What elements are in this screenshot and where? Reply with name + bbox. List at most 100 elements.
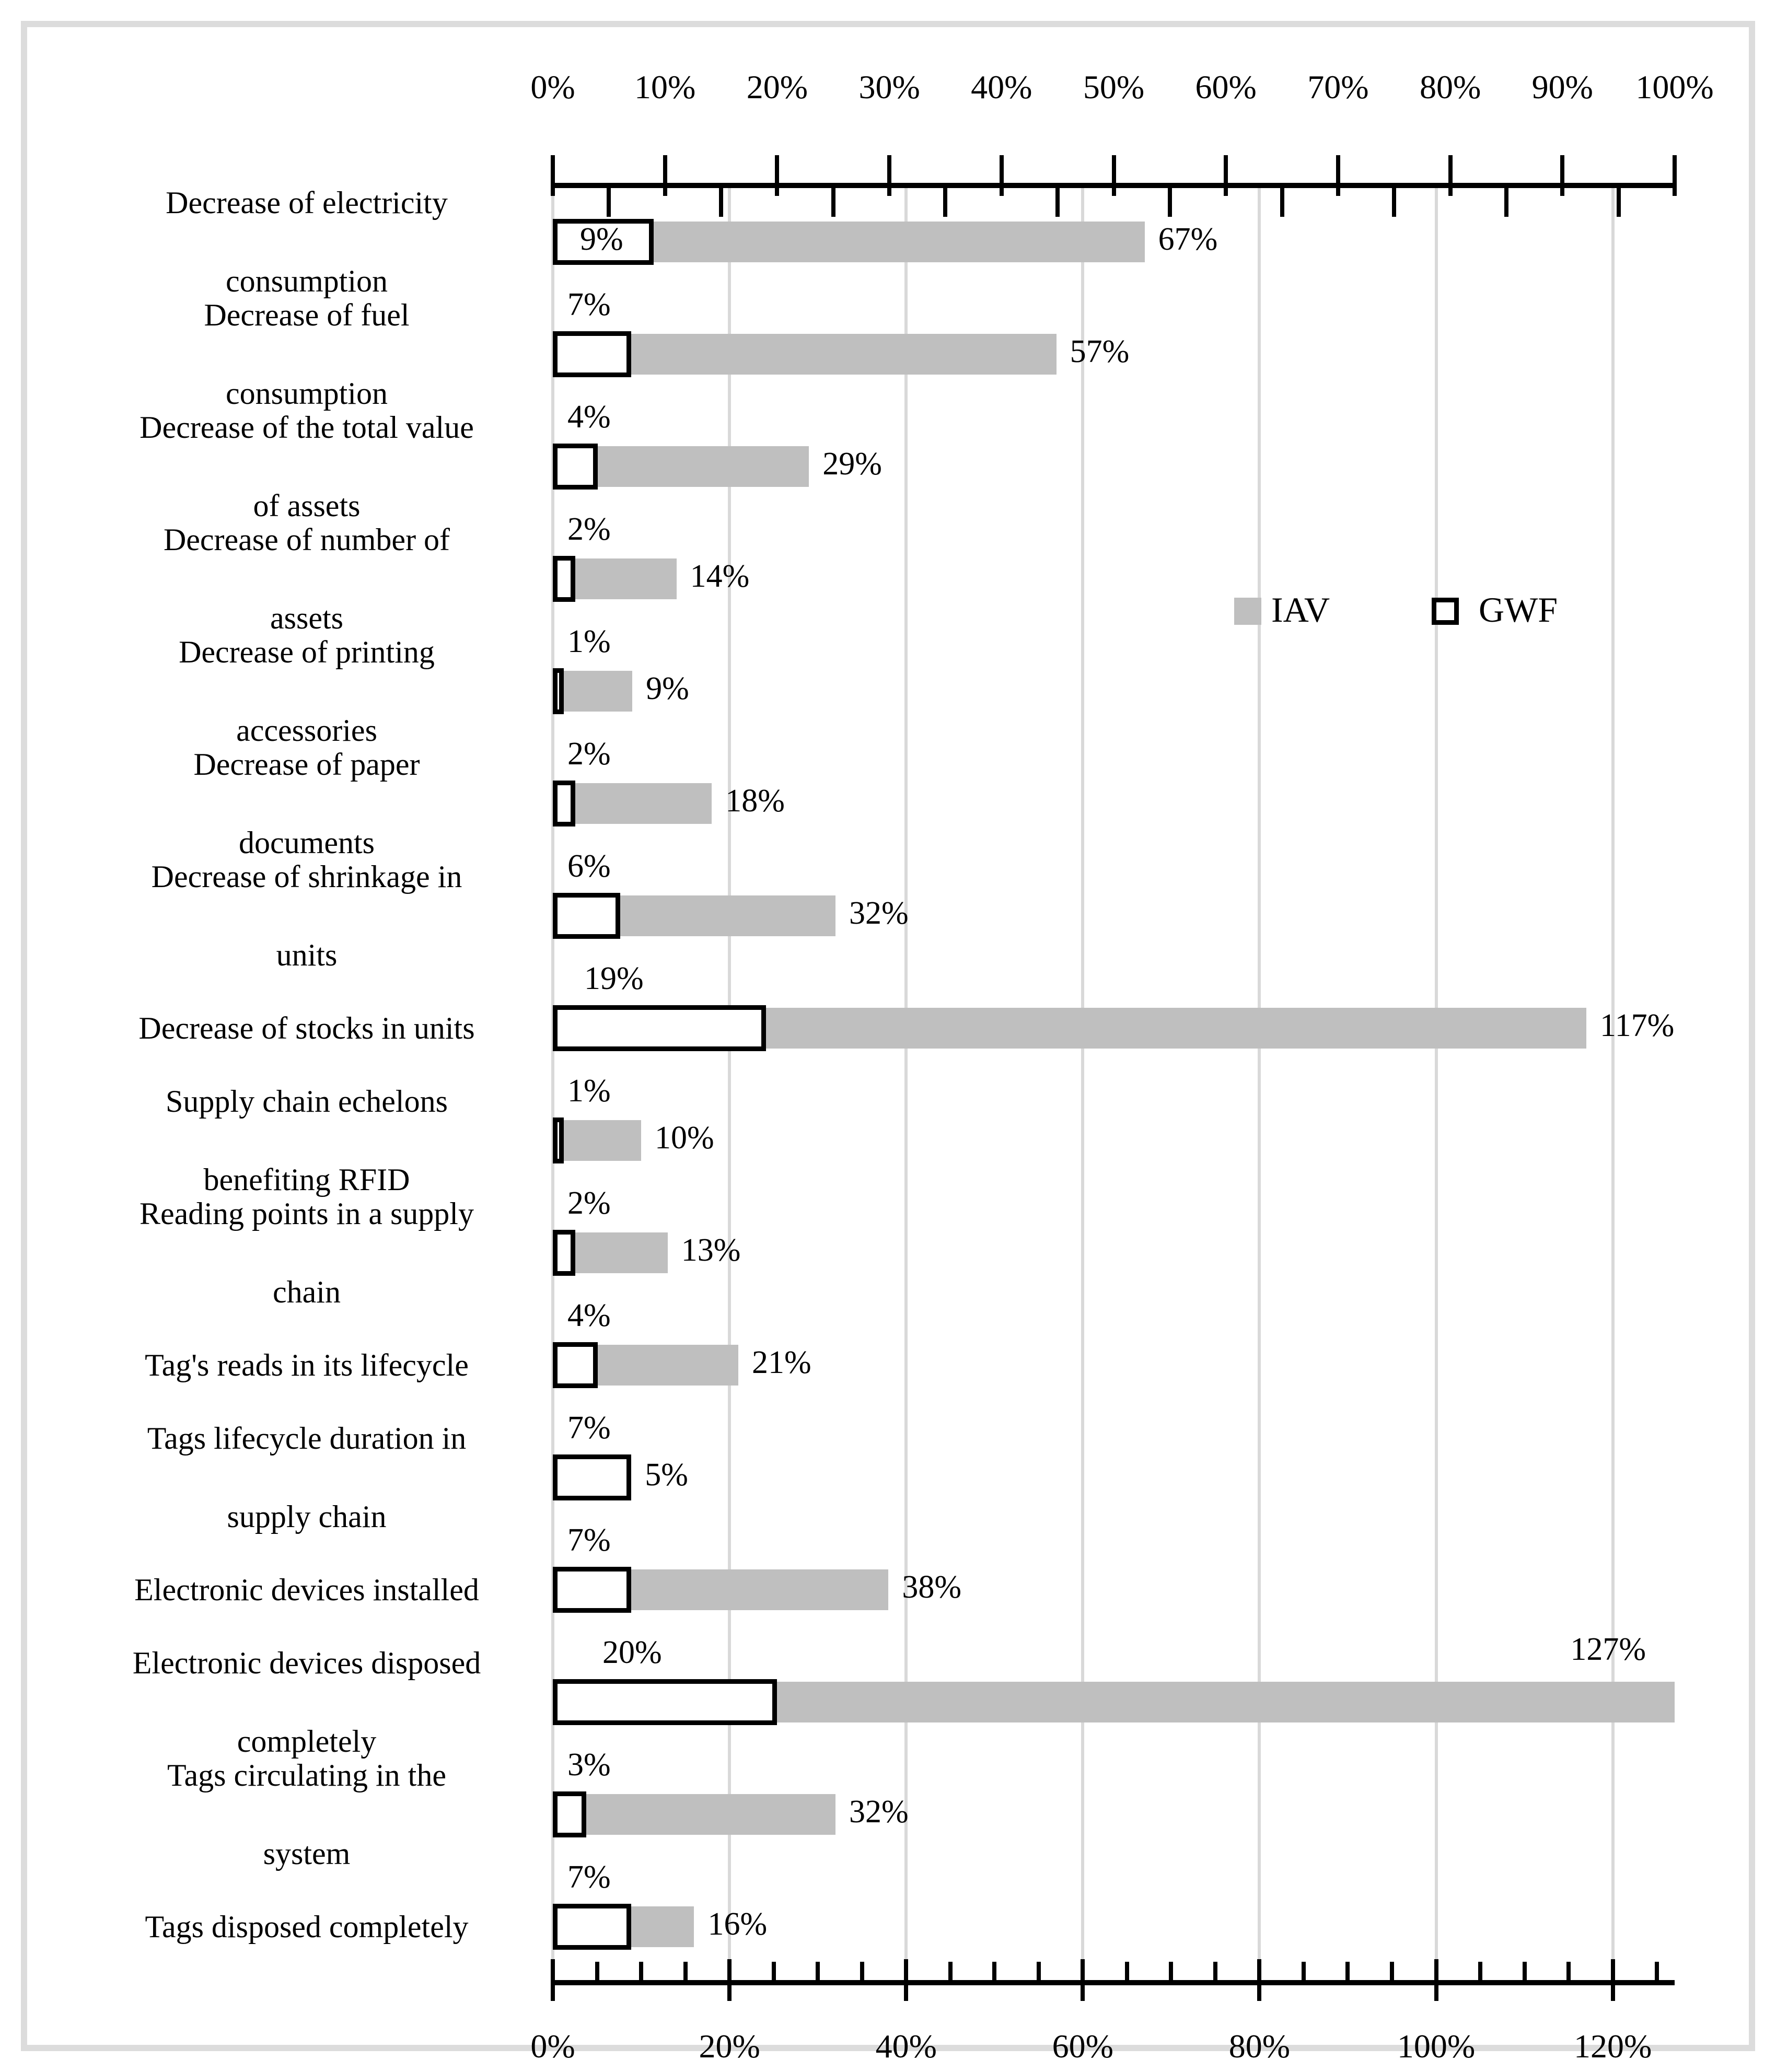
category-label: Reading points in a supply chain bbox=[140, 1196, 474, 1309]
bottom-axis-tick-label: 60% bbox=[1052, 2028, 1113, 2065]
gwf-bar bbox=[553, 1342, 598, 1388]
category-label: Decrease of paper documents bbox=[193, 747, 420, 860]
legend-iav-swatch bbox=[1234, 598, 1261, 625]
gwf-bar bbox=[553, 1566, 632, 1613]
gwf-bar bbox=[553, 1454, 632, 1500]
figure-border: 9% 67% 7% 57% 4% 29% 2% 14% 1% 9% 2% 18% 6% 32% 19% 117… bbox=[21, 21, 1755, 2065]
bottom-axis-minor-tick bbox=[816, 1962, 820, 1980]
category-label: Supply chain echelons benefiting RFID bbox=[166, 1084, 448, 1197]
bottom-axis-major-tick bbox=[1610, 1959, 1615, 2001]
bottom-axis-minor-tick bbox=[639, 1962, 644, 1980]
bottom-axis-tick-label: 40% bbox=[875, 2028, 937, 2065]
gwf-data-label: 2% bbox=[567, 1185, 611, 1221]
top-axis-minor-tick bbox=[1167, 188, 1172, 217]
bottom-axis-minor-tick bbox=[1169, 1962, 1174, 1980]
iav-data-label: 57% bbox=[1070, 333, 1130, 369]
category-label: Decrease of electricity consumption bbox=[166, 185, 448, 298]
top-axis-tick-label: 10% bbox=[634, 68, 696, 106]
iav-bar bbox=[553, 783, 712, 824]
bottom-axis-minor-tick bbox=[1036, 1962, 1041, 1980]
bottom-axis-minor-tick bbox=[683, 1962, 688, 1980]
iav-data-label: 14% bbox=[690, 558, 750, 594]
bottom-axis-tick-label: 100% bbox=[1397, 2028, 1476, 2065]
gridline bbox=[1611, 185, 1615, 1983]
top-axis-major-tick bbox=[1560, 155, 1565, 196]
bottom-axis-major-tick bbox=[551, 1959, 555, 2001]
iav-bar bbox=[553, 670, 633, 712]
iav-data-label: 5% bbox=[645, 1457, 688, 1493]
gwf-bar bbox=[553, 331, 632, 377]
category-label: Tags circulating in the system bbox=[167, 1757, 446, 1871]
gwf-data-label: 2% bbox=[567, 736, 611, 772]
top-axis-tick-label: 90% bbox=[1531, 68, 1593, 106]
gwf-data-label: 4% bbox=[567, 399, 611, 435]
gwf-bar bbox=[553, 892, 620, 939]
iav-data-label: 38% bbox=[902, 1569, 962, 1605]
iav-data-label: 127% bbox=[1570, 1631, 1646, 1667]
bottom-axis-minor-tick bbox=[1213, 1962, 1217, 1980]
gwf-data-label: 7% bbox=[567, 1522, 611, 1558]
top-axis-tick-label: 20% bbox=[746, 68, 808, 106]
bottom-axis-tick-label: 120% bbox=[1574, 2028, 1652, 2065]
gwf-data-label: 7% bbox=[567, 1410, 611, 1446]
gwf-data-label: 7% bbox=[567, 1859, 611, 1895]
bottom-axis-minor-tick bbox=[1301, 1962, 1306, 1980]
legend-gwf-swatch bbox=[1432, 598, 1459, 625]
category-label: Electronic devices disposed completely bbox=[132, 1645, 481, 1759]
category-label: Decrease of fuel consumption bbox=[204, 297, 410, 411]
top-axis-tick-label: 60% bbox=[1195, 68, 1257, 106]
top-axis-minor-tick bbox=[1280, 188, 1284, 217]
category-label: Electronic devices installed bbox=[134, 1572, 479, 1607]
category-label: Decrease of number of assets bbox=[163, 522, 450, 635]
plot-area: 9% 67% 7% 57% 4% 29% 2% 14% 1% 9% 2% 18% 6% 32% 19% 117… bbox=[551, 185, 1675, 1983]
gridline bbox=[1081, 185, 1085, 1983]
gwf-bar bbox=[553, 1229, 575, 1276]
gwf-bar bbox=[553, 1005, 766, 1051]
bottom-axis-major-tick bbox=[1257, 1959, 1262, 2001]
iav-data-label: 67% bbox=[1158, 221, 1218, 257]
top-axis-minor-tick bbox=[943, 188, 948, 217]
bottom-axis-minor-tick bbox=[948, 1962, 953, 1980]
bottom-axis-minor-tick bbox=[595, 1962, 599, 1980]
bottom-axis-minor-tick bbox=[1655, 1962, 1659, 1980]
legend-iav-label: IAV bbox=[1271, 590, 1330, 630]
iav-bar bbox=[553, 1794, 835, 1835]
gridline bbox=[904, 185, 908, 1983]
top-axis-minor-tick bbox=[831, 188, 835, 217]
gridline bbox=[551, 185, 554, 1983]
top-axis-minor-tick bbox=[1055, 188, 1060, 217]
top-axis-minor-tick bbox=[1392, 188, 1397, 217]
iav-bar bbox=[553, 333, 1057, 375]
top-axis-major-tick bbox=[775, 155, 780, 196]
bottom-axis-minor-tick bbox=[1566, 1962, 1571, 1980]
top-axis-major-tick bbox=[999, 155, 1004, 196]
bottom-axis-minor-tick bbox=[1124, 1962, 1129, 1980]
gwf-bar bbox=[553, 443, 598, 490]
bottom-axis-major-tick bbox=[904, 1959, 909, 2001]
category-label: Tags lifecycle duration in supply chain bbox=[147, 1421, 467, 1534]
iav-data-label: 18% bbox=[725, 783, 785, 819]
gwf-bar bbox=[553, 1791, 587, 1837]
bottom-axis-minor-tick bbox=[1522, 1962, 1527, 1980]
bottom-axis-minor-tick bbox=[1478, 1962, 1483, 1980]
gwf-bar bbox=[553, 668, 564, 714]
gwf-data-label: 2% bbox=[567, 511, 611, 547]
iav-data-label: 16% bbox=[707, 1906, 768, 1942]
iav-data-label: 13% bbox=[681, 1232, 741, 1268]
bottom-axis-minor-tick bbox=[771, 1962, 776, 1980]
bottom-axis-major-tick bbox=[727, 1959, 732, 2001]
top-axis-minor-tick bbox=[719, 188, 724, 217]
gwf-bar bbox=[553, 780, 575, 827]
bottom-axis-major-tick bbox=[1081, 1959, 1085, 2001]
gridline bbox=[728, 185, 732, 1983]
top-axis-minor-tick bbox=[1616, 188, 1621, 217]
iav-bar bbox=[553, 1120, 642, 1161]
dual-axis-bar-chart: 9% 67% 7% 57% 4% 29% 2% 14% 1% 9% 2% 18% 6% 32% 19% 117… bbox=[27, 27, 1749, 2065]
gwf-bar bbox=[553, 1117, 564, 1163]
top-axis-minor-tick bbox=[1504, 188, 1508, 217]
legend-gwf-label: GWF bbox=[1479, 590, 1558, 630]
gwf-data-label: 1% bbox=[567, 623, 611, 659]
category-label: Decrease of the total value of assets bbox=[140, 410, 474, 523]
top-axis-major-tick bbox=[1111, 155, 1116, 196]
bottom-axis-tick-label: 0% bbox=[530, 2028, 575, 2065]
